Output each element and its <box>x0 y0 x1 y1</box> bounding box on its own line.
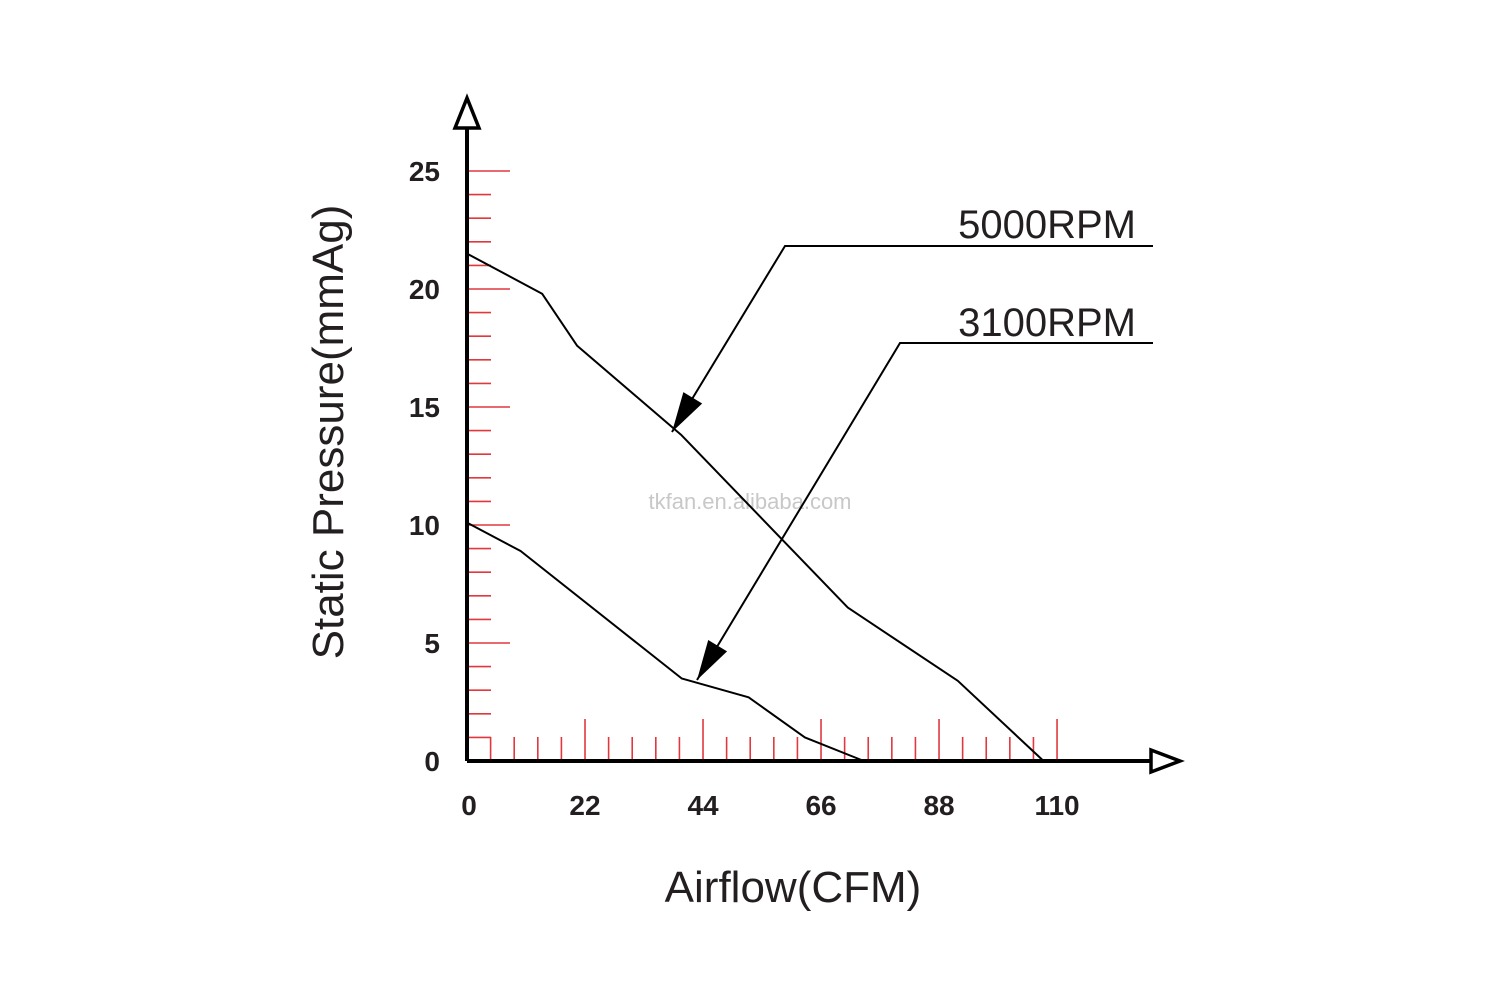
y-axis-arrow <box>452 93 482 130</box>
x-axis-arrow <box>1149 747 1185 775</box>
y-tick-label: 15 <box>409 392 440 423</box>
x-axis-title: Airflow(CFM) <box>665 863 922 912</box>
series-label-5000rpm: 5000RPM <box>958 203 1136 247</box>
x-tick-label: 88 <box>923 790 954 821</box>
y-tick-label: 25 <box>409 156 440 187</box>
x-tick-label: 66 <box>805 790 836 821</box>
series-label-3100rpm: 3100RPM <box>958 301 1136 345</box>
series-line-5000rpm <box>466 252 1045 762</box>
watermark: tkfan.en.alibaba.com <box>648 489 851 514</box>
minor-ticks <box>467 170 1058 761</box>
series-callouts: 5000RPM 3100RPM <box>671 203 1153 681</box>
tick-labels: 0 5 10 15 20 25 0 22 44 66 88 110 <box>409 156 1080 821</box>
x-tick-label: 110 <box>1034 790 1079 821</box>
x-tick-label: 0 <box>461 790 477 821</box>
series-layer <box>466 252 1045 762</box>
x-tick-label: 22 <box>569 790 600 821</box>
series-line-3100rpm <box>466 521 865 762</box>
axes <box>452 93 1185 775</box>
y-tick-label: 0 <box>424 746 440 777</box>
leader-line <box>671 245 1153 433</box>
y-axis-title: Static Pressure(mmAg) <box>304 205 353 660</box>
y-tick-label: 20 <box>409 274 440 305</box>
arrowhead <box>697 640 728 680</box>
x-tick-label: 44 <box>687 790 719 821</box>
arrowhead <box>672 392 703 432</box>
y-tick-label: 10 <box>409 510 440 541</box>
y-tick-label: 5 <box>424 628 440 659</box>
leader-line <box>696 342 1153 681</box>
